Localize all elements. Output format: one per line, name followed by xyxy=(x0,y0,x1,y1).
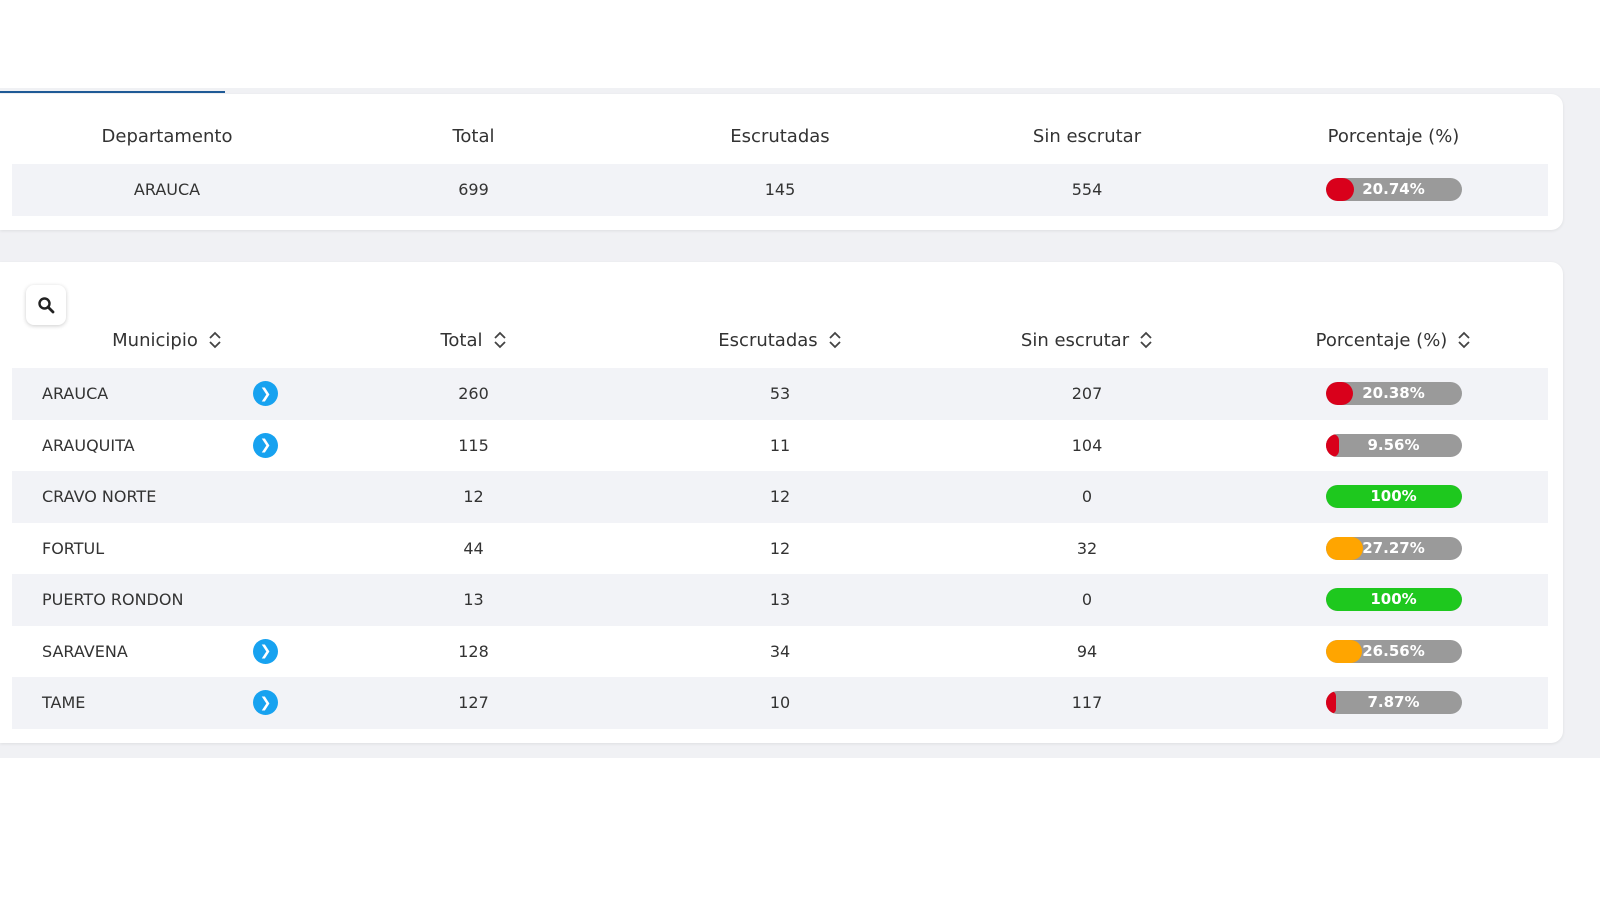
col-escrutadas: Escrutadas xyxy=(730,125,830,147)
sin-escrutar-value: 207 xyxy=(1071,384,1103,404)
escrutadas-value: 11 xyxy=(769,435,791,455)
active-tab-indicator xyxy=(0,91,225,93)
escrutadas-value: 12 xyxy=(769,538,791,558)
escrutadas-value: 53 xyxy=(769,384,791,404)
escrutadas-value: 34 xyxy=(769,641,791,661)
col-sin-escrutar: Sin escrutar xyxy=(1032,125,1142,147)
header-label: Total xyxy=(440,329,483,351)
progress-bar: 7.87% xyxy=(1325,691,1462,715)
sin-escrutar-value: 117 xyxy=(1071,693,1103,713)
escrutadas-value: 13 xyxy=(769,590,791,610)
sort-icon xyxy=(209,331,221,349)
progress-bar: 100% xyxy=(1325,485,1462,509)
sin-escrutar-value: 104 xyxy=(1071,435,1103,455)
chevron-right-icon[interactable]: ❯ xyxy=(253,690,278,716)
sin-escrutar-value: 554 xyxy=(1071,180,1103,200)
sort-icon xyxy=(1458,331,1470,349)
col-porcentaje: Porcentaje (%) xyxy=(1327,125,1460,147)
col-departamento: Departamento xyxy=(101,125,233,147)
municipio-name: FORTUL xyxy=(42,538,105,558)
sort-icon xyxy=(493,331,506,349)
progress-fill xyxy=(1325,485,1462,509)
progress-fill xyxy=(1325,691,1337,715)
sin-escrutar-value: 94 xyxy=(1076,641,1098,661)
progress-fill xyxy=(1325,433,1339,457)
sort-icon xyxy=(1140,331,1152,349)
sort-porcentaje[interactable]: Porcentaje (%) xyxy=(1239,330,1548,351)
progress-bar: 26.56% xyxy=(1325,639,1462,663)
total-value: 260 xyxy=(458,384,489,404)
header-label: Porcentaje (%) xyxy=(1315,329,1448,351)
progress-label: 100% xyxy=(1370,590,1417,609)
progress-fill xyxy=(1325,588,1462,612)
sort-sin-escrutar[interactable]: Sin escrutar xyxy=(935,330,1239,351)
municipios-header: Municipio Total Escrutadas Sin escrutar Porc… xyxy=(12,314,1548,366)
municipios-card: Municipio Total Escrutadas Sin escrutar Porc… xyxy=(0,262,1563,743)
sort-total[interactable]: Total xyxy=(322,330,625,351)
escrutadas-value: 145 xyxy=(764,180,796,200)
table-row: SARAVENA ❯ 128 34 94 26.56% xyxy=(12,626,1548,678)
chevron-right-icon[interactable]: ❯ xyxy=(253,432,278,458)
progress-bar: 20.74% xyxy=(1325,178,1462,202)
sort-escrutadas[interactable]: Escrutadas xyxy=(625,330,935,351)
progress-label: 9.56% xyxy=(1367,435,1420,454)
chevron-right-icon[interactable]: ❯ xyxy=(253,638,278,664)
total-value: 699 xyxy=(458,180,489,200)
total-value: 13 xyxy=(463,590,484,610)
progress-fill xyxy=(1325,536,1363,560)
table-row: FORTUL 44 12 32 27.27% xyxy=(12,523,1548,575)
progress-bar: 9.56% xyxy=(1325,433,1462,457)
escrutadas-value: 10 xyxy=(769,693,791,713)
progress-fill xyxy=(1325,382,1354,406)
total-value: 44 xyxy=(463,538,484,558)
table-row: ARAUQUITA ❯ 115 11 104 9.56% xyxy=(12,420,1548,472)
table-row: CRAVO NORTE 12 12 0 100% xyxy=(12,471,1548,523)
progress-label: 27.27% xyxy=(1362,538,1425,557)
progress-label: 26.56% xyxy=(1362,641,1425,660)
municipio-name: ARAUQUITA xyxy=(42,435,135,455)
header-label: Escrutadas xyxy=(718,329,818,351)
municipio-name: ARAUCA xyxy=(42,384,109,404)
sin-escrutar-value: 32 xyxy=(1076,538,1098,558)
table-row: PUERTO RONDON 13 13 0 100% xyxy=(12,574,1548,626)
progress-label: 20.74% xyxy=(1362,180,1425,199)
progress-bar: 100% xyxy=(1325,588,1462,612)
municipio-name: CRAVO NORTE xyxy=(42,487,157,507)
progress-bar: 20.38% xyxy=(1325,382,1462,406)
escrutadas-value: 12 xyxy=(769,487,791,507)
total-value: 12 xyxy=(463,487,484,507)
municipio-name: TAME xyxy=(42,693,86,713)
col-total: Total xyxy=(452,125,495,147)
table-row: ARAUCA ❯ 260 53 207 20.38% xyxy=(12,368,1548,420)
progress-label: 20.38% xyxy=(1362,384,1425,403)
progress-label: 7.87% xyxy=(1367,693,1420,712)
summary-header: Departamento Total Escrutadas Sin escrut… xyxy=(12,110,1548,162)
sin-escrutar-value: 0 xyxy=(1081,487,1093,507)
progress-bar: 27.27% xyxy=(1325,536,1462,560)
search-button[interactable] xyxy=(26,285,66,325)
total-value: 115 xyxy=(458,435,489,455)
total-value: 128 xyxy=(458,641,489,661)
chevron-right-icon[interactable]: ❯ xyxy=(253,381,278,407)
sort-icon xyxy=(829,331,841,349)
summary-row: ARAUCA 699 145 554 20.74% xyxy=(12,164,1548,216)
municipio-name: SARAVENA xyxy=(42,641,128,661)
total-value: 127 xyxy=(458,693,489,713)
sin-escrutar-value: 0 xyxy=(1081,590,1093,610)
sort-municipio[interactable]: Municipio xyxy=(12,330,322,351)
department-summary-card: Departamento Total Escrutadas Sin escrut… xyxy=(0,94,1563,230)
municipio-name: PUERTO RONDON xyxy=(42,590,184,610)
search-icon xyxy=(38,297,55,314)
table-row: TAME ❯ 127 10 117 7.87% xyxy=(12,677,1548,729)
header-label: Municipio xyxy=(112,329,198,351)
header-label: Sin escrutar xyxy=(1020,329,1130,351)
progress-fill xyxy=(1325,178,1354,202)
progress-fill xyxy=(1325,639,1362,663)
department-name: ARAUCA xyxy=(133,180,201,200)
progress-label: 100% xyxy=(1370,487,1417,506)
